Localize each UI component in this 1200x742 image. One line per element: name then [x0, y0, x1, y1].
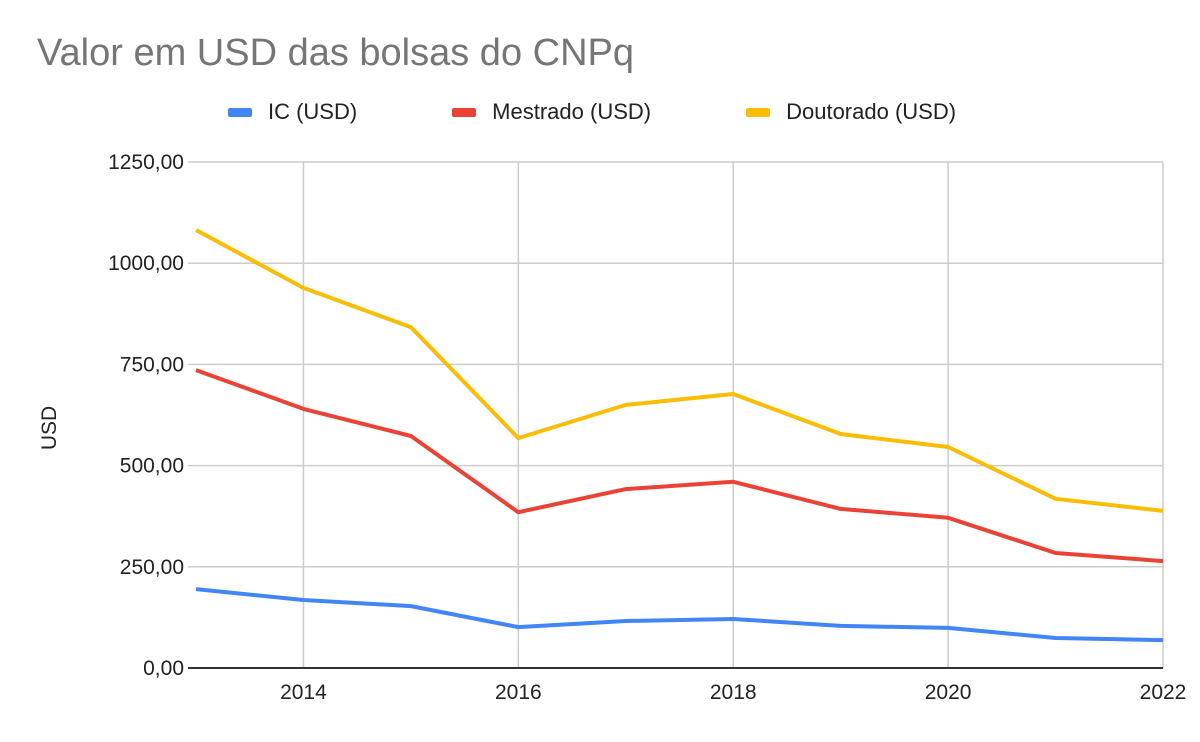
x-tick-label: 2014 [280, 681, 327, 704]
legend-item-ic[interactable]: IC (USD) [227, 99, 358, 125]
grid [188, 161, 1164, 669]
chart-title: Valor em USD das bolsas do CNPq [37, 32, 634, 74]
legend-item-doutorado[interactable]: Doutorado (USD) [683, 99, 956, 125]
legend-label-doutorado: Doutorado (USD) [786, 99, 957, 124]
y-tick-label: 750,00 [120, 353, 184, 376]
x-tick-label: 2022 [1140, 681, 1187, 704]
axes: 0,00 250,00 500,00 750,00 1000,00 1250,00 2014… [108, 151, 1186, 704]
series-line-0[interactable] [195, 587, 1164, 643]
series-line-1[interactable] [195, 368, 1164, 564]
x-tick-label: 2016 [495, 681, 542, 704]
x-tick-label: 2020 [925, 681, 972, 704]
y-tick-label: 0,00 [143, 657, 184, 680]
legend-label-ic: IC (USD) [267, 99, 358, 124]
x-tick-label: 2018 [710, 681, 757, 704]
y-tick-label: 250,00 [120, 556, 184, 579]
legend-label-mestrado: Mestrado (USD) [492, 99, 652, 124]
legend-swatch-doutorado [746, 107, 771, 117]
y-tick-label: 1250,00 [108, 151, 184, 174]
y-axis-title: USD [38, 406, 61, 450]
legend-swatch-ic [227, 107, 252, 117]
series-lines [195, 228, 1164, 643]
y-tick-label: 500,00 [120, 455, 184, 478]
y-tick-label: 1000,00 [108, 252, 184, 275]
legend-swatch-mestrado [452, 107, 477, 117]
legend: IC (USD) Mestrado (USD) Doutorado (USD) [0, 99, 1200, 125]
legend-item-mestrado[interactable]: Mestrado (USD) [389, 99, 651, 125]
series-line-2[interactable] [195, 228, 1164, 513]
